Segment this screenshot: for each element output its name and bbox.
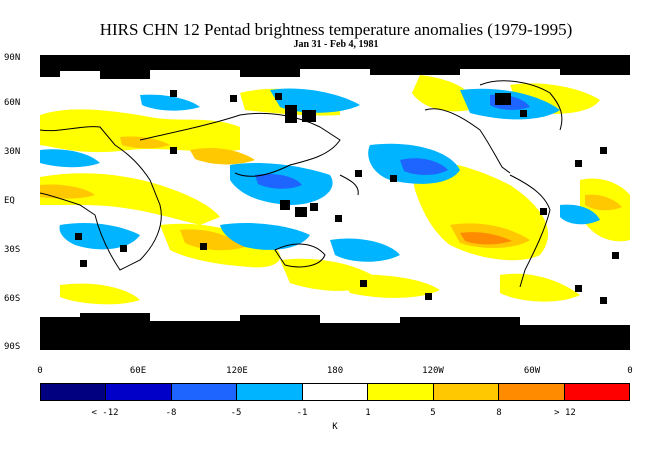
anomaly-map [40, 55, 630, 350]
color-segment [499, 384, 565, 400]
lon-label-0: 0 [37, 366, 43, 376]
color-segment [171, 384, 238, 400]
lon-label-180: 180 [326, 366, 344, 376]
scale-label: -5 [230, 408, 242, 418]
color-segment [237, 384, 303, 400]
scale-label: -8 [165, 408, 177, 418]
scale-label: > 12 [554, 408, 576, 418]
color-segment [433, 384, 500, 400]
color-segment [106, 384, 172, 400]
lat-label-eq: EQ [4, 196, 15, 206]
lat-label-60n: 60N [4, 98, 21, 108]
color-segment [302, 384, 369, 400]
scale-label: 1 [365, 408, 371, 418]
color-segment [368, 384, 434, 400]
lon-label-60e: 60E [129, 366, 147, 376]
lon-label-0-east: 0 [627, 366, 633, 376]
lon-label-120e: 120E [226, 366, 248, 376]
lat-label-30s: 30S [4, 245, 21, 255]
scale-label: -1 [296, 408, 308, 418]
lon-label-60w: 60W [523, 366, 541, 376]
lon-label-120w: 120W [422, 366, 444, 376]
color-segment [41, 384, 107, 400]
lat-label-90n: 90N [4, 53, 21, 63]
map-title: HIRS CHN 12 Pentad brightness temperatur… [99, 20, 573, 39]
scale-label: < -12 [91, 408, 119, 418]
color-scale-bar [40, 383, 630, 401]
map-subtitle: Jan 31 - Feb 4, 1981 [293, 39, 379, 50]
lat-label-90s: 90S [4, 342, 21, 352]
lat-label-30n: 30N [4, 147, 21, 157]
scale-label: 8 [496, 408, 502, 418]
color-segment [564, 384, 629, 400]
scale-label: 5 [430, 408, 436, 418]
scale-unit: K [332, 422, 338, 432]
lat-label-60s: 60S [4, 294, 21, 304]
